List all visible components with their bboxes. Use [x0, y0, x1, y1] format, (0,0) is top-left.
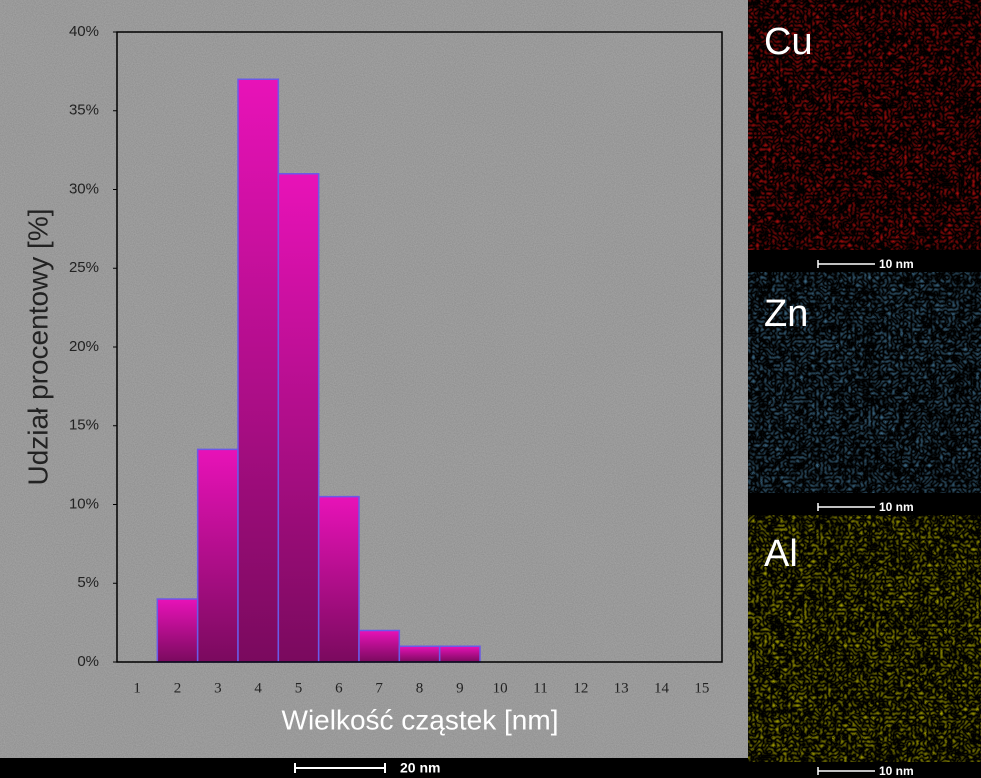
- y-tick-label: 15%: [69, 417, 99, 434]
- bar: [358, 629, 401, 663]
- x-tick-label: 1: [133, 680, 141, 696]
- x-tick-label: 11: [533, 680, 547, 696]
- x-tick-label: 14: [654, 680, 670, 696]
- x-tick-label: 13: [614, 680, 629, 696]
- scale-bar-label: 20 nm: [400, 760, 440, 776]
- plot: 0%5%10%15%20%25%30%35%40%1 2 3 4 5 6 7 8 9 10 11 12…: [69, 23, 709, 696]
- bar: [398, 645, 441, 663]
- y-tick-label: 10%: [69, 495, 99, 512]
- bar: [156, 598, 199, 663]
- bar: [438, 645, 481, 663]
- y-tick-label: 5%: [77, 574, 99, 591]
- y-tick-label: 40%: [69, 23, 99, 40]
- y-tick-label: 35%: [69, 102, 99, 119]
- element-maps: Cu Zn Al 10 nm 10 nm 10 nm: [748, 0, 981, 778]
- bar: [317, 495, 360, 663]
- bar: [237, 78, 280, 663]
- x-tick-label: 8: [416, 680, 424, 696]
- scale-bar-label: 10 nm: [879, 764, 914, 778]
- scale-bar-label: 10 nm: [879, 257, 914, 271]
- element-label: Al: [764, 533, 798, 575]
- x-tick-label: 12: [573, 680, 588, 696]
- plot-frame: [116, 31, 723, 663]
- x-tick-label: 6: [335, 680, 343, 696]
- x-tick-label: 2: [174, 680, 182, 696]
- x-tick-label: 15: [694, 680, 709, 696]
- x-axis-label: Wielkość cząstek [nm]: [282, 704, 559, 735]
- element-label: Cu: [764, 21, 813, 63]
- bar: [196, 448, 239, 663]
- tem-image: 20 nm: [0, 0, 748, 778]
- y-tick-label: 30%: [69, 180, 99, 197]
- x-tick-label: 5: [295, 680, 303, 696]
- scale-bar-label: 10 nm: [879, 500, 914, 514]
- x-tick-label: 10: [493, 680, 508, 696]
- x-tick-label: 4: [254, 680, 262, 696]
- y-tick-label: 25%: [69, 259, 99, 276]
- y-tick-label: 20%: [69, 338, 99, 355]
- y-axis-label: Udział procentowy [%]: [22, 208, 53, 485]
- y-tick-label: 0%: [77, 653, 99, 670]
- x-tick-label: 7: [375, 680, 383, 696]
- element-label: Zn: [764, 293, 808, 335]
- x-tick-label: 3: [214, 680, 222, 696]
- bar: [277, 173, 320, 663]
- x-tick-label: 9: [456, 680, 464, 696]
